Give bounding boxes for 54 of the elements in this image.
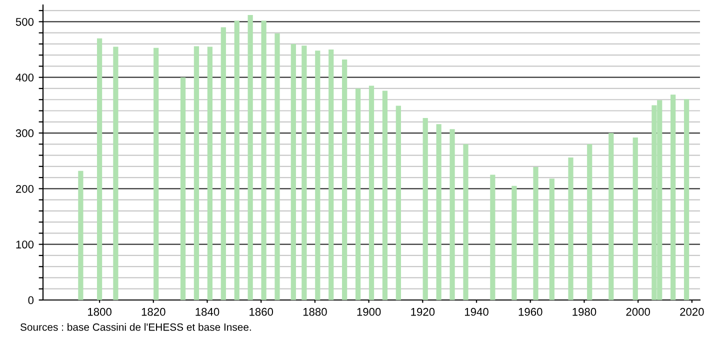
x-tick-label: 1980 (572, 308, 596, 316)
y-tick-label: 100 (16, 240, 34, 248)
bar (463, 144, 468, 300)
y-tick-label: 500 (16, 18, 34, 26)
y-tick-label: 300 (16, 129, 34, 138)
bar (608, 133, 614, 300)
bar (274, 33, 280, 300)
bar (261, 20, 266, 300)
bar (194, 46, 200, 300)
bar (549, 178, 554, 300)
bar (436, 124, 442, 300)
y-tick-label: 200 (16, 184, 34, 193)
x-tick-label: 1940 (465, 308, 488, 316)
bar (315, 50, 320, 300)
bar (684, 99, 690, 300)
x-tick-label: 1880 (303, 308, 327, 316)
x-tick-label: 1820 (142, 308, 166, 316)
bar (113, 46, 118, 300)
source-note: Sources : base Cassini de l'EHESS et base Insee. (20, 323, 251, 331)
bar (490, 174, 496, 300)
bar (207, 46, 212, 300)
x-tick-label: 1860 (250, 308, 274, 316)
x-tick-label: 1800 (88, 308, 112, 316)
bar (328, 50, 334, 300)
bar (342, 60, 348, 300)
bar (568, 158, 574, 300)
bar (512, 186, 517, 300)
y-tick-label: 400 (16, 74, 34, 82)
bar (422, 118, 428, 300)
bar (248, 15, 253, 300)
bar (587, 144, 592, 300)
bar (533, 166, 538, 300)
x-tick-label: 1920 (411, 308, 435, 316)
x-tick-label: 1960 (518, 308, 542, 316)
bar (632, 137, 638, 300)
bar (78, 170, 84, 300)
bar (355, 88, 361, 300)
bar (450, 129, 455, 300)
bar (290, 44, 296, 300)
bar (368, 86, 374, 300)
x-tick-label: 1900 (357, 308, 381, 316)
bar (234, 20, 240, 300)
bar (96, 38, 102, 300)
bar (154, 48, 159, 300)
bar (302, 46, 307, 300)
x-tick-label: 1840 (196, 308, 220, 316)
y-tick-label: 0 (28, 296, 34, 304)
x-tick-label: 2020 (680, 308, 704, 316)
bar (670, 94, 676, 300)
bar (180, 77, 186, 300)
x-tick-label: 2000 (626, 308, 650, 316)
bar (382, 90, 388, 300)
bar (396, 106, 401, 300)
bar (220, 27, 226, 300)
